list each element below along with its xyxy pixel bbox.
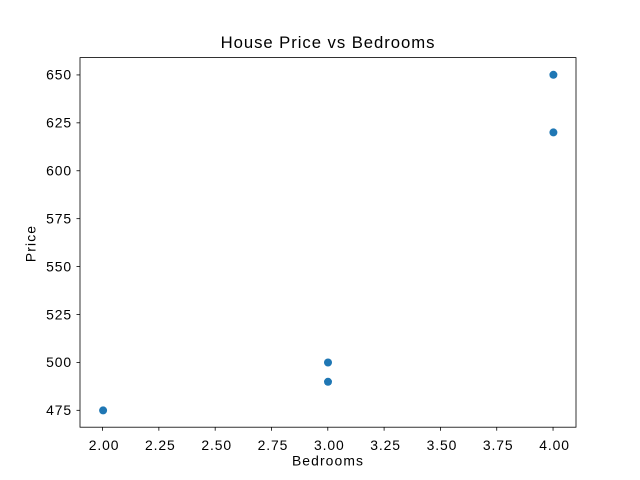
svg-text:600: 600 — [46, 163, 72, 179]
svg-text:House Price vs Bedrooms: House Price vs Bedrooms — [221, 33, 436, 52]
svg-text:2.50: 2.50 — [201, 437, 232, 453]
svg-text:625: 625 — [46, 115, 72, 131]
svg-text:3.50: 3.50 — [427, 437, 458, 453]
svg-text:2.25: 2.25 — [145, 437, 176, 453]
svg-text:475: 475 — [46, 402, 72, 418]
svg-text:Price: Price — [22, 225, 38, 262]
svg-text:500: 500 — [46, 354, 72, 370]
svg-text:2.75: 2.75 — [258, 437, 289, 453]
svg-text:3.25: 3.25 — [370, 437, 401, 453]
svg-text:3.75: 3.75 — [483, 437, 514, 453]
svg-text:650: 650 — [46, 67, 72, 83]
svg-text:2.00: 2.00 — [89, 437, 120, 453]
svg-text:3.00: 3.00 — [314, 437, 345, 453]
svg-text:4.00: 4.00 — [539, 437, 570, 453]
svg-text:Bedrooms: Bedrooms — [292, 453, 364, 469]
svg-text:550: 550 — [46, 258, 72, 274]
svg-text:525: 525 — [46, 306, 72, 322]
svg-text:575: 575 — [46, 210, 72, 226]
